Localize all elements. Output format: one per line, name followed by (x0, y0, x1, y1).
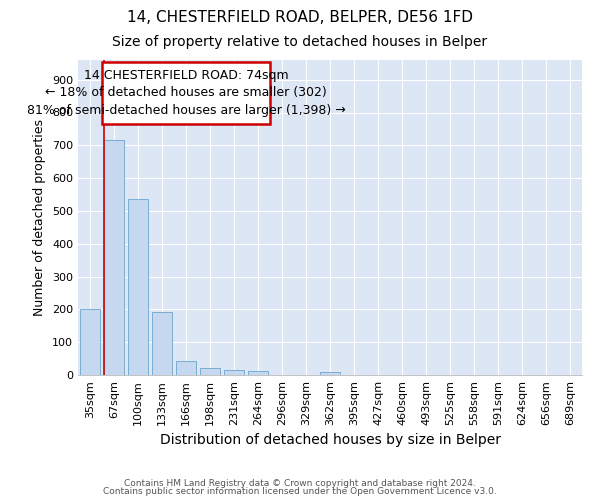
X-axis label: Distribution of detached houses by size in Belper: Distribution of detached houses by size … (160, 434, 500, 448)
Bar (248, 371, 268, 375)
Bar (176, 361, 196, 375)
Text: Contains HM Land Registry data © Crown copyright and database right 2024.: Contains HM Land Registry data © Crown c… (124, 478, 476, 488)
Text: 14 CHESTERFIELD ROAD: 74sqm: 14 CHESTERFIELD ROAD: 74sqm (83, 69, 289, 82)
Bar (200, 368, 220, 375)
Bar (320, 372, 340, 375)
Y-axis label: Number of detached properties: Number of detached properties (34, 119, 46, 316)
Bar (224, 370, 244, 375)
Bar (104, 140, 124, 375)
Text: 81% of semi-detached houses are larger (1,398) →: 81% of semi-detached houses are larger (… (26, 104, 346, 117)
Text: 14, CHESTERFIELD ROAD, BELPER, DE56 1FD: 14, CHESTERFIELD ROAD, BELPER, DE56 1FD (127, 10, 473, 25)
Text: Size of property relative to detached houses in Belper: Size of property relative to detached ho… (112, 35, 488, 49)
FancyBboxPatch shape (103, 62, 269, 124)
Bar (128, 200, 148, 375)
Bar (152, 312, 172, 375)
Bar (80, 310, 100, 375)
Text: ← 18% of detached houses are smaller (302): ← 18% of detached houses are smaller (30… (45, 86, 327, 100)
Text: Contains public sector information licensed under the Open Government Licence v3: Contains public sector information licen… (103, 487, 497, 496)
